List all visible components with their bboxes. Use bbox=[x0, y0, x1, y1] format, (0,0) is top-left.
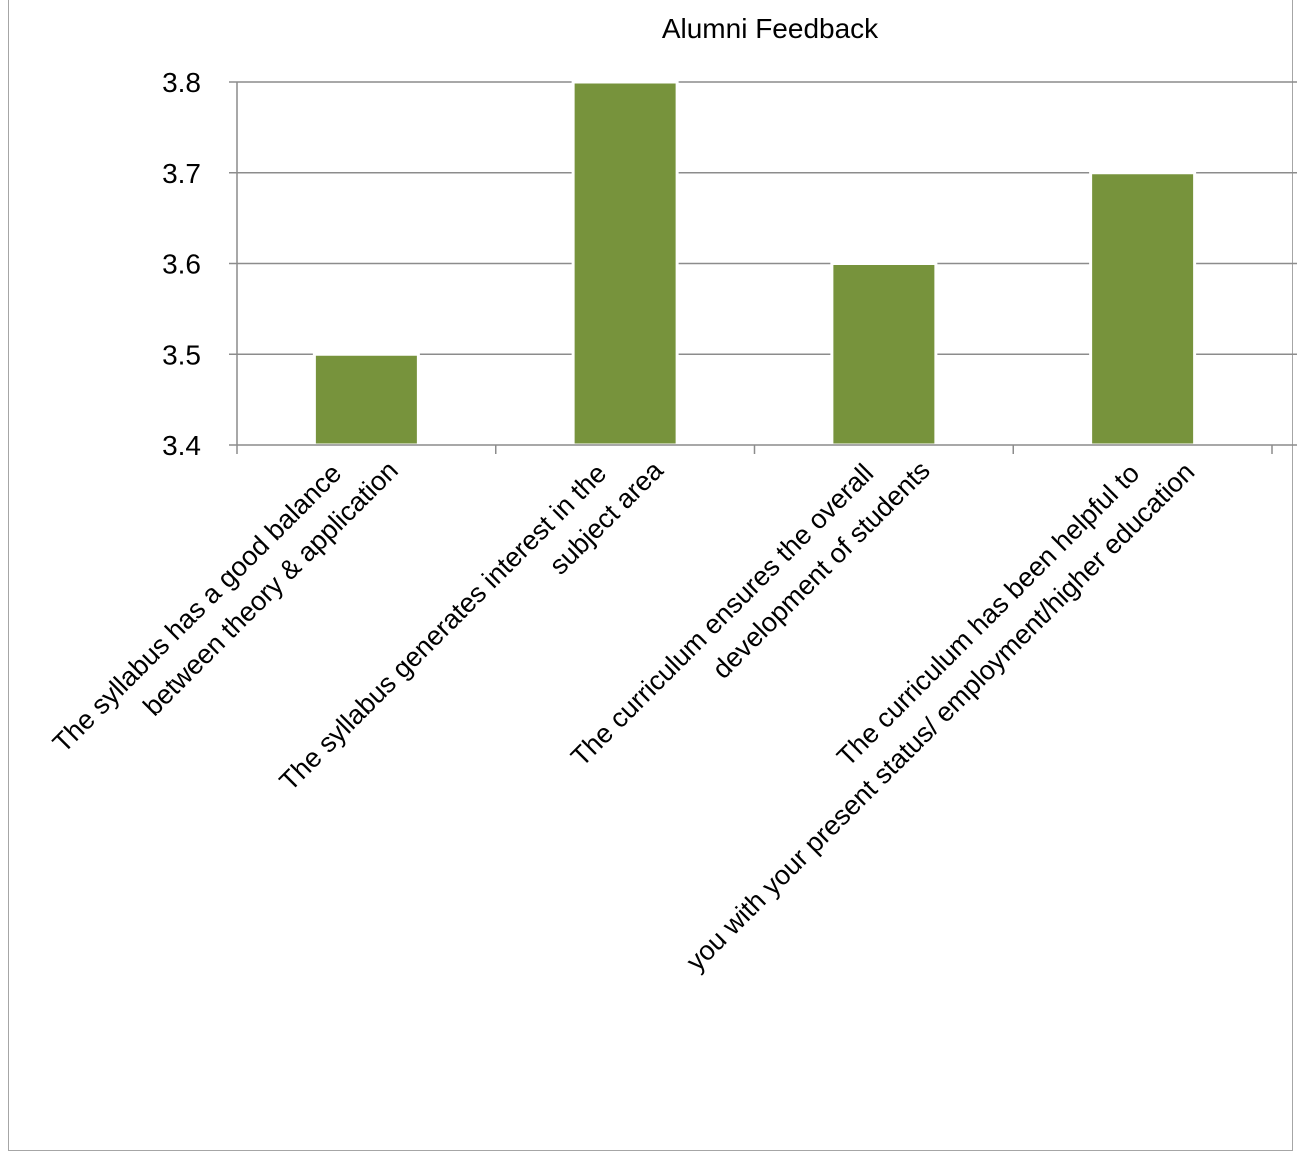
x-category-line: development of students bbox=[707, 455, 936, 684]
y-tick-label: 3.4 bbox=[162, 430, 201, 461]
y-tick-label: 3.7 bbox=[162, 158, 201, 189]
bars bbox=[312, 80, 1197, 447]
bar bbox=[830, 262, 938, 447]
x-axis-labels: The syllabus has a good balancebetween t… bbox=[47, 430, 1201, 977]
y-tick-label: 3.6 bbox=[162, 249, 201, 280]
y-tick-label: 3.5 bbox=[162, 339, 201, 370]
x-category-line: you with your present status/ employment… bbox=[680, 457, 1200, 977]
y-tick-label: 3.8 bbox=[162, 67, 201, 98]
bar bbox=[1089, 171, 1197, 447]
y-axis-ticks: 3.4 3.5 3.6 3.7 3.8 bbox=[162, 67, 237, 461]
x-category-line: The syllabus has a good balance bbox=[47, 458, 347, 758]
bar bbox=[571, 80, 679, 447]
x-category-label: The curriculum has been helpful toyou wi… bbox=[654, 430, 1201, 977]
x-category-line: The syllabus generates interest in the bbox=[274, 458, 613, 797]
chart-title: Alumni Feedback bbox=[662, 13, 879, 44]
x-category-text: The curriculum has been helpful toyou wi… bbox=[654, 430, 1201, 977]
x-category-line: between theory & application bbox=[137, 455, 403, 721]
bar bbox=[312, 352, 420, 447]
axes bbox=[236, 82, 1297, 454]
